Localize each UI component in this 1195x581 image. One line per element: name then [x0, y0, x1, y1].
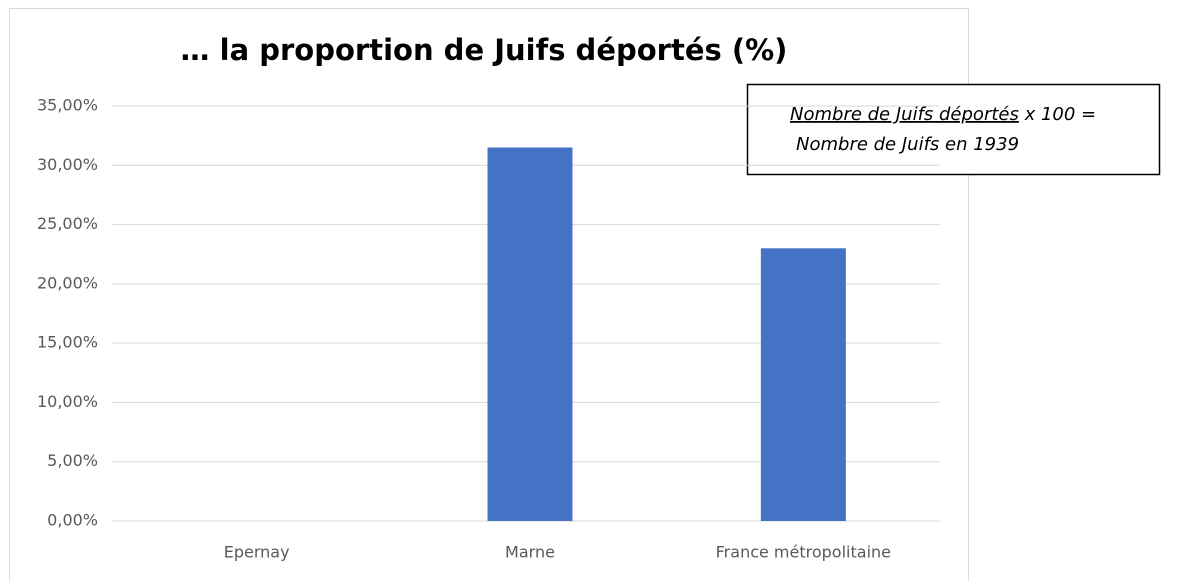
annotation-numerator: Nombre de Juifs déportés — [790, 104, 1019, 125]
annotation-denominator: Nombre de Juifs en 1939 — [796, 134, 1019, 155]
annotation-line: Nombre de Juifs déportés x 100 = — [790, 104, 1096, 125]
y-tick-label: 35,00% — [37, 96, 98, 115]
y-tick-label: 25,00% — [37, 214, 98, 233]
y-tick-label: 5,00% — [47, 451, 98, 470]
y-tick-label: 0,00% — [47, 511, 98, 530]
annotation-operator: x 100 = — [1024, 104, 1097, 125]
y-tick-label: 15,00% — [37, 333, 98, 352]
x-tick-label: Marne — [505, 543, 555, 562]
annotation: Nombre de Juifs déportés x 100 = Nombre … — [746, 83, 1161, 176]
bar — [487, 147, 573, 521]
chart-title: … la proportion de Juifs déportés (%) — [181, 33, 788, 67]
bar — [760, 248, 846, 522]
annotation-box — [746, 83, 1161, 176]
x-tick-label: France métropolitaine — [716, 543, 891, 562]
y-tick-label: 30,00% — [37, 155, 98, 174]
y-tick-label: 10,00% — [37, 392, 98, 411]
y-tick-label: 20,00% — [37, 273, 98, 292]
x-tick-label: Epernay — [224, 543, 290, 562]
